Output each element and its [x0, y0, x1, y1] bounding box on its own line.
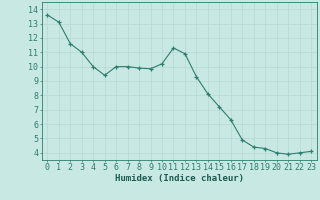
X-axis label: Humidex (Indice chaleur): Humidex (Indice chaleur) — [115, 174, 244, 183]
